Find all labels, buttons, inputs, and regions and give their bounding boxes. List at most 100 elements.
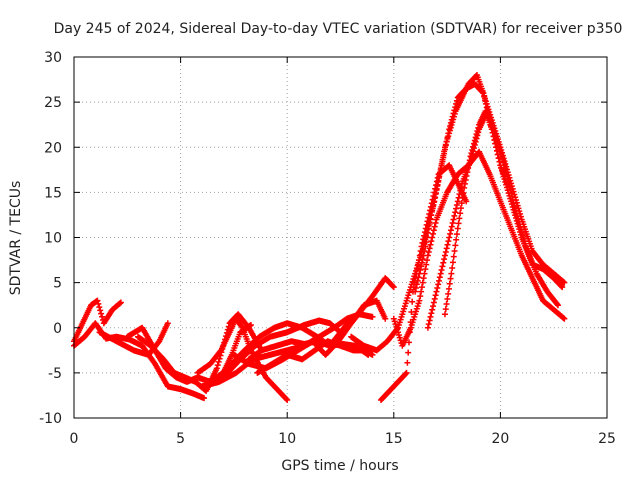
data-point bbox=[520, 235, 527, 242]
data-point bbox=[444, 295, 451, 302]
data-point bbox=[417, 293, 424, 300]
data-point bbox=[439, 263, 446, 270]
data-point bbox=[490, 133, 497, 140]
data-point bbox=[435, 281, 442, 288]
data-point bbox=[518, 229, 525, 236]
data-point bbox=[450, 253, 457, 260]
data-point bbox=[428, 238, 435, 245]
data-point bbox=[453, 231, 460, 238]
series-track-18 bbox=[441, 108, 510, 318]
x-axis-label: GPS time / hours bbox=[281, 458, 398, 474]
data-point bbox=[479, 89, 486, 96]
data-point bbox=[495, 155, 502, 162]
data-point bbox=[493, 144, 500, 151]
data-point bbox=[453, 202, 460, 209]
data-point bbox=[458, 200, 465, 207]
data-point bbox=[452, 242, 459, 249]
data-point bbox=[238, 323, 245, 330]
data-point bbox=[415, 274, 422, 281]
data-point bbox=[507, 186, 514, 193]
data-point bbox=[418, 263, 425, 270]
data-point bbox=[403, 369, 410, 376]
data-point bbox=[417, 266, 424, 273]
data-point bbox=[508, 190, 515, 197]
data-point bbox=[561, 315, 568, 322]
data-point bbox=[439, 158, 446, 165]
data-point bbox=[443, 138, 450, 145]
data-point bbox=[424, 324, 431, 331]
data-point bbox=[454, 225, 461, 232]
data-point bbox=[445, 238, 452, 245]
data-point bbox=[98, 310, 105, 317]
data-point bbox=[382, 315, 389, 322]
data-point bbox=[471, 137, 478, 144]
data-point bbox=[469, 146, 476, 153]
x-tick-label: 5 bbox=[176, 431, 185, 447]
data-point bbox=[457, 187, 464, 194]
data-point bbox=[430, 299, 437, 306]
data-point bbox=[522, 240, 529, 247]
data-point bbox=[426, 317, 433, 324]
data-point bbox=[435, 178, 442, 185]
data-point bbox=[515, 218, 522, 225]
data-point bbox=[445, 130, 452, 137]
data-point bbox=[430, 230, 437, 237]
data-point bbox=[416, 270, 423, 277]
data-point bbox=[431, 295, 438, 302]
data-point bbox=[465, 165, 472, 172]
data-point bbox=[458, 183, 465, 190]
data-point bbox=[216, 355, 223, 362]
data-point bbox=[214, 362, 221, 369]
data-point bbox=[413, 281, 420, 288]
data-point bbox=[454, 198, 461, 205]
data-point bbox=[447, 275, 454, 282]
data-point bbox=[442, 248, 449, 255]
data-point bbox=[429, 306, 436, 313]
data-point bbox=[456, 191, 463, 198]
x-tick-label: 15 bbox=[385, 431, 403, 447]
data-point bbox=[451, 212, 458, 219]
data-point bbox=[447, 123, 454, 130]
data-point bbox=[424, 229, 431, 236]
data-point bbox=[414, 277, 421, 284]
y-tick-label: 5 bbox=[53, 276, 62, 292]
data-point bbox=[422, 266, 429, 273]
data-point bbox=[418, 284, 425, 291]
data-point bbox=[441, 146, 448, 153]
data-point bbox=[423, 239, 430, 246]
data-point bbox=[201, 395, 208, 402]
data-point bbox=[453, 100, 460, 107]
y-tick-label: 15 bbox=[44, 185, 62, 201]
y-axis-label: SDTVAR / TECUs bbox=[8, 181, 24, 296]
data-point bbox=[432, 220, 439, 227]
data-point bbox=[517, 224, 524, 231]
data-point bbox=[442, 142, 449, 149]
data-point bbox=[418, 259, 425, 266]
data-point bbox=[559, 284, 566, 291]
data-point bbox=[95, 300, 102, 307]
data-point bbox=[502, 165, 509, 172]
data-point bbox=[432, 191, 439, 198]
data-point bbox=[461, 184, 468, 191]
data-point bbox=[409, 298, 416, 305]
data-point bbox=[427, 216, 434, 223]
data-point bbox=[424, 257, 431, 264]
data-point bbox=[450, 216, 457, 223]
data-point bbox=[512, 207, 519, 214]
data-point bbox=[425, 248, 432, 255]
data-point bbox=[369, 351, 376, 358]
data-point bbox=[435, 174, 442, 181]
data-point bbox=[412, 288, 419, 295]
data-point bbox=[513, 210, 520, 217]
data-point bbox=[430, 203, 437, 210]
data-point bbox=[390, 284, 397, 291]
data-point bbox=[509, 193, 516, 200]
data-point bbox=[561, 279, 568, 286]
data-point bbox=[446, 280, 453, 287]
data-point bbox=[434, 183, 441, 190]
data-point bbox=[443, 245, 450, 252]
data-point bbox=[461, 180, 468, 187]
data-point bbox=[554, 302, 561, 309]
data-point bbox=[418, 288, 425, 295]
